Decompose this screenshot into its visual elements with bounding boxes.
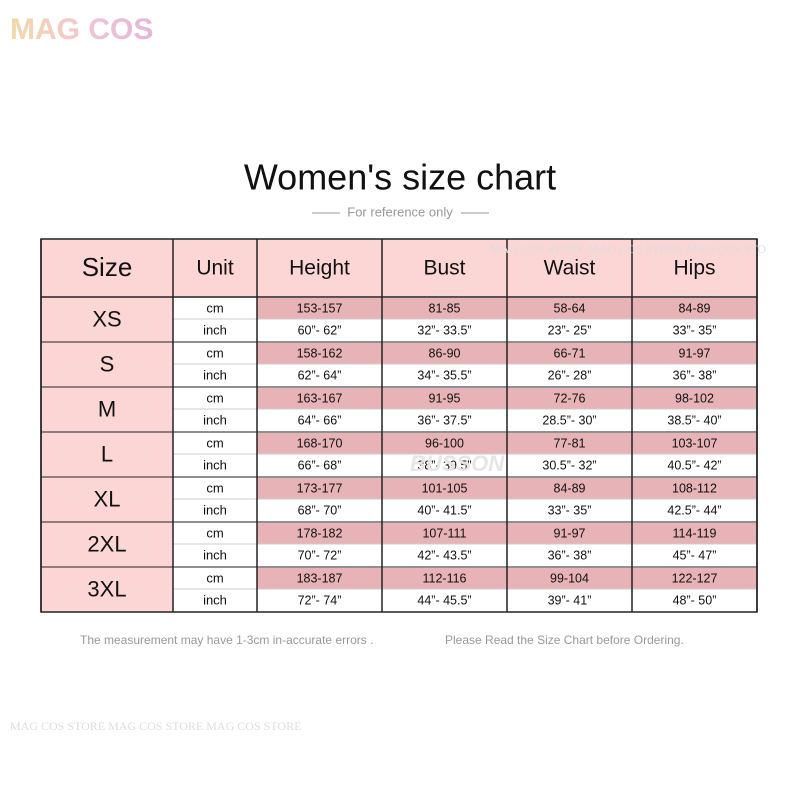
cell: 58-64 bbox=[554, 301, 586, 315]
cell: cm bbox=[206, 435, 223, 450]
cell: 86-90 bbox=[429, 346, 461, 360]
size-cell: M bbox=[98, 396, 116, 421]
cell: 81-85 bbox=[429, 301, 461, 315]
cell: 112-116 bbox=[422, 571, 466, 585]
cell: 42.5”- 44” bbox=[667, 503, 721, 517]
cell: inch bbox=[203, 322, 227, 337]
footer-note: Please Read the Size Chart before Orderi… bbox=[445, 633, 684, 647]
cell: 98-102 bbox=[675, 391, 714, 405]
header-cell: Waist bbox=[544, 257, 596, 280]
footer-note: The measurement may have 1-3cm in-accura… bbox=[80, 633, 373, 647]
header-cell: Hips bbox=[673, 257, 715, 280]
cell: inch bbox=[203, 592, 227, 607]
cell: 173-177 bbox=[297, 481, 343, 495]
cell: inch bbox=[203, 502, 227, 517]
cell: 66”- 68” bbox=[298, 458, 342, 472]
header-cell: Height bbox=[289, 257, 350, 280]
cell: 23”- 25” bbox=[548, 323, 592, 337]
cell: 38”- 39.5” bbox=[417, 458, 471, 472]
cell: 33”- 35” bbox=[673, 323, 717, 337]
cell: cm bbox=[206, 525, 223, 540]
size-cell: S bbox=[100, 351, 115, 376]
watermark: BUSSON bbox=[410, 451, 505, 476]
cell: 101-105 bbox=[422, 481, 468, 495]
table-border bbox=[40, 238, 758, 613]
cell: cm bbox=[206, 300, 223, 315]
logo: MAG COS bbox=[10, 13, 153, 46]
cell: 91-97 bbox=[554, 526, 586, 540]
cell: 70”- 72” bbox=[298, 548, 342, 562]
cell: 28.5”- 30” bbox=[542, 413, 596, 427]
cell: cm bbox=[206, 480, 223, 495]
size-col-bg bbox=[41, 297, 173, 612]
header-cell: Bust bbox=[423, 257, 465, 280]
subtitle: For reference only bbox=[347, 204, 453, 219]
cell: cm bbox=[206, 570, 223, 585]
size-cell: 2XL bbox=[87, 531, 126, 556]
header-cell: Unit bbox=[196, 257, 234, 280]
cell: 40”- 41.5” bbox=[417, 503, 471, 517]
cell: 84-89 bbox=[679, 301, 711, 315]
cell: 122-127 bbox=[672, 571, 718, 585]
cell: 30.5”- 32” bbox=[542, 458, 596, 472]
cell: 68”- 70” bbox=[298, 503, 342, 517]
cell: 183-187 bbox=[297, 571, 343, 585]
size-cell: XS bbox=[92, 306, 121, 331]
cell: 36”- 38” bbox=[548, 548, 592, 562]
cell: 178-182 bbox=[297, 526, 343, 540]
size-cell: L bbox=[101, 441, 113, 466]
cell: 84-89 bbox=[554, 481, 586, 495]
cell: 36”- 38” bbox=[673, 368, 717, 382]
cell: 66-71 bbox=[554, 346, 586, 360]
cell: 34”- 35.5” bbox=[417, 368, 471, 382]
watermark: MAG COS STORE MAG COS STORE MAG COS STOR… bbox=[10, 719, 301, 733]
cell: 72”- 74” bbox=[298, 593, 342, 607]
cell: inch bbox=[203, 412, 227, 427]
title: Women's size chart bbox=[244, 157, 556, 198]
cell: 48”- 50” bbox=[673, 593, 717, 607]
cell: 39”- 41” bbox=[548, 593, 592, 607]
cell: 163-167 bbox=[297, 391, 343, 405]
cell: 91-97 bbox=[679, 346, 711, 360]
size-cell: XL bbox=[94, 486, 121, 511]
cell: 60”- 62” bbox=[298, 323, 342, 337]
cell: 32”- 33.5” bbox=[417, 323, 471, 337]
cell: 108-112 bbox=[672, 481, 717, 495]
cell: 107-111 bbox=[422, 526, 466, 540]
header-cell: Size bbox=[82, 252, 133, 282]
cell: 45”- 47” bbox=[673, 548, 717, 562]
cell: 62”- 64” bbox=[298, 368, 342, 382]
cell: inch bbox=[203, 457, 227, 472]
cell: cm bbox=[206, 390, 223, 405]
cell: 36”- 37.5” bbox=[417, 413, 471, 427]
cell: 96-100 bbox=[425, 436, 464, 450]
cell: 42”- 43.5” bbox=[417, 548, 471, 562]
cell: 72-76 bbox=[554, 391, 586, 405]
cell: 91-95 bbox=[429, 391, 461, 405]
cell: inch bbox=[203, 547, 227, 562]
cell: 26”- 28” bbox=[548, 368, 592, 382]
cell: cm bbox=[206, 345, 223, 360]
cell: 77-81 bbox=[554, 436, 586, 450]
cell: 44”- 45.5” bbox=[417, 593, 471, 607]
cell: 114-119 bbox=[672, 526, 716, 540]
cell: inch bbox=[203, 367, 227, 382]
cell: 158-162 bbox=[297, 346, 343, 360]
cell: 64”- 66” bbox=[298, 413, 342, 427]
header-bg bbox=[41, 239, 757, 297]
cell: 33”- 35” bbox=[548, 503, 592, 517]
cell: 40.5”- 42” bbox=[667, 458, 721, 472]
cell: 99-104 bbox=[550, 571, 589, 585]
watermark: MAG COS STORE MAG COS STORE MAG COS STO bbox=[490, 242, 766, 256]
size-cell: 3XL bbox=[87, 576, 126, 601]
cell: 38.5”- 40” bbox=[667, 413, 721, 427]
cell: 103-107 bbox=[672, 436, 718, 450]
cell: 153-157 bbox=[297, 301, 343, 315]
cell: 168-170 bbox=[297, 436, 343, 450]
